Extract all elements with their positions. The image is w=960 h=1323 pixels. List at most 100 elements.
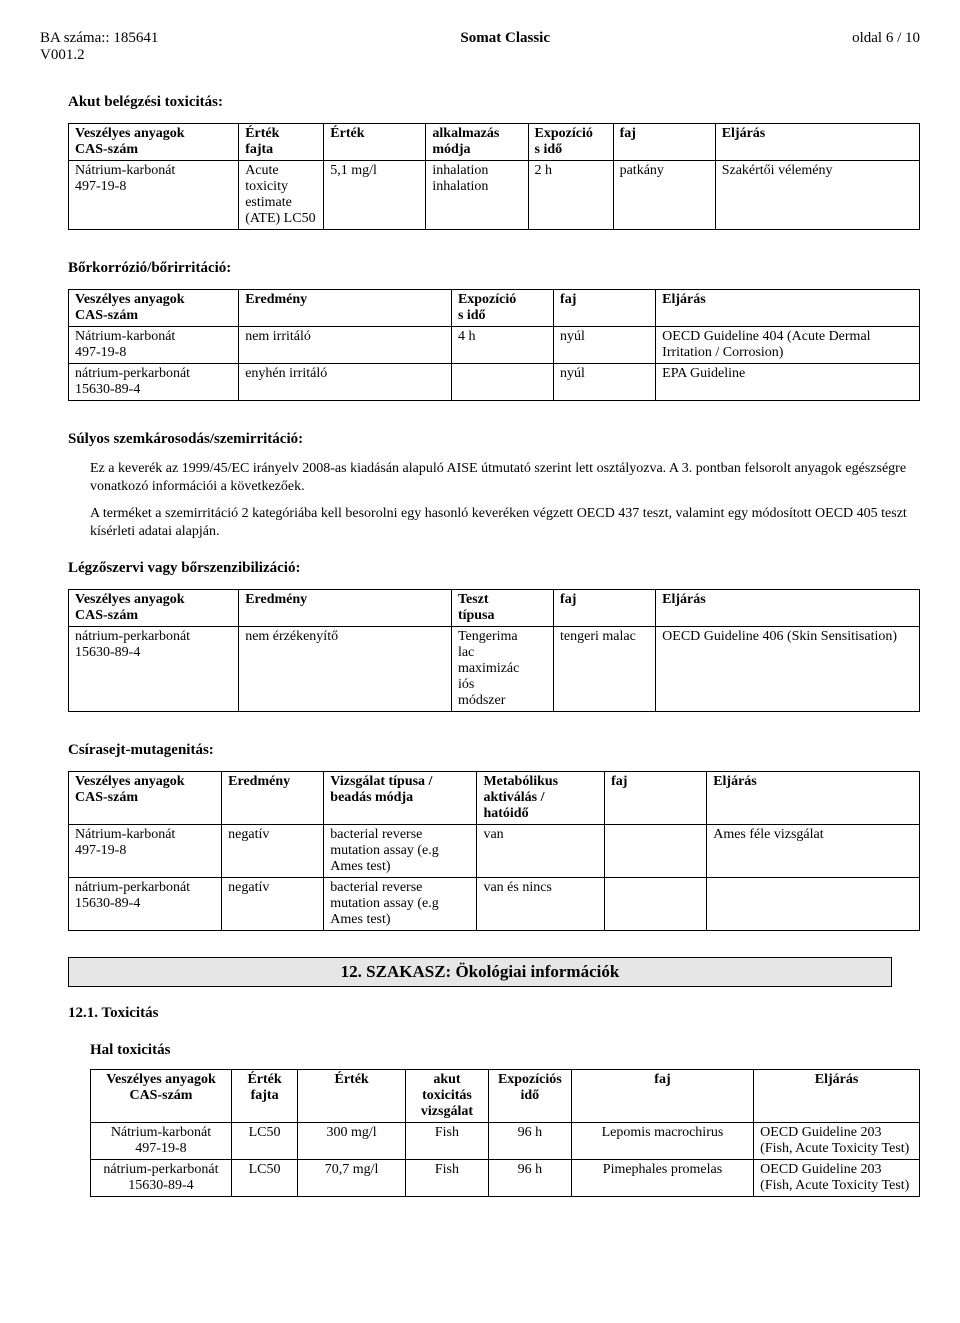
td: LC50 [231,1123,297,1160]
td: Acute toxicity estimate (ATE) LC50 [239,161,324,230]
th: Veszélyes anyagokCAS-szám [69,772,222,825]
td: Pimephales promelas [571,1160,753,1197]
td: OECD Guideline 203 (Fish, Acute Toxicity… [754,1160,920,1197]
th: faj [554,290,656,327]
th: Érték [298,1070,406,1123]
heading-acute-inhalation: Akut belégzési toxicitás: [68,94,920,111]
heading-skin-corrosion: Bőrkorrózió/bőrirritáció: [68,260,920,277]
th: Veszélyes anyagokCAS-szám [69,124,239,161]
th: Expozíciós idő [528,124,613,161]
table-row: nátrium-perkarbonát15630-89-4 LC50 70,7 … [91,1160,920,1197]
header-left: BA száma:: 185641 V001.2 [40,30,158,64]
table-row: nátrium-perkarbonát15630-89-4 negatív ba… [69,878,920,931]
paragraph-eye-2: A terméket a szemirritáció 2 kategóriába… [90,505,920,540]
td: enyhén irritáló [239,364,452,401]
td: 5,1 mg/l [324,161,426,230]
td: patkány [613,161,715,230]
td: 300 mg/l [298,1123,406,1160]
heading-mutagenicity: Csírasejt-mutagenitás: [68,742,920,759]
th: faj [613,124,715,161]
td: nátrium-perkarbonát15630-89-4 [69,364,239,401]
th: alkalmazásmódja [426,124,528,161]
th: faj [605,772,707,825]
heading-12-1: 12.1. Toxicitás [68,1005,920,1022]
th: Veszélyes anyagokCAS-szám [69,590,239,627]
th: Eljárás [656,590,920,627]
version-label: V001.2 [40,47,85,63]
table-row: Nátrium-karbonát497-19-8 Acute toxicity … [69,161,920,230]
td: 96 h [488,1160,571,1197]
th: Értékfajta [239,124,324,161]
th: faj [554,590,656,627]
td: Nátrium-karbonát497-19-8 [91,1123,232,1160]
th: Eljárás [754,1070,920,1123]
th: Eljárás [656,290,920,327]
td: nátrium-perkarbonát15630-89-4 [69,627,239,712]
td: negatív [222,825,324,878]
td: nem irritáló [239,327,452,364]
td: Nátrium-karbonát497-19-8 [69,825,222,878]
th: Érték [324,124,426,161]
td: Fish [406,1123,489,1160]
th: Veszélyes anyagokCAS-szám [69,290,239,327]
td: OECD Guideline 203 (Fish, Acute Toxicity… [754,1123,920,1160]
table-row: nátrium-perkarbonát15630-89-4 enyhén irr… [69,364,920,401]
td: OECD Guideline 404 (Acute Dermal Irritat… [656,327,920,364]
header-product: Somat Classic [460,30,550,64]
th: Expozíciós idő [451,290,553,327]
td: inhalation inhalation [426,161,528,230]
td: nyúl [554,327,656,364]
td: bacterial reverse mutation assay (e.g Am… [324,825,477,878]
td: EPA Guideline [656,364,920,401]
table-row: Nátrium-karbonát497-19-8 negatív bacteri… [69,825,920,878]
th: akuttoxicitásvizsgálat [406,1070,489,1123]
td: Nátrium-karbonát497-19-8 [69,161,239,230]
th: Eljárás [715,124,919,161]
ba-label: BA száma:: [40,30,110,46]
th: Eredmény [222,772,324,825]
heading-fish-toxicity: Hal toxicitás [90,1042,920,1059]
th: Értékfajta [231,1070,297,1123]
section-12-banner: 12. SZAKASZ: Ökológiai információk [68,957,892,987]
td: nátrium-perkarbonát15630-89-4 [91,1160,232,1197]
td: negatív [222,878,324,931]
td: tengeri malac [554,627,656,712]
td: Tengerimalacmaximizációsmódszer [451,627,553,712]
table-skin-corrosion: Veszélyes anyagokCAS-szám Eredmény Expoz… [68,289,920,401]
table-fish-toxicity: Veszélyes anyagokCAS-szám Értékfajta Ért… [90,1069,920,1197]
th: Teszttípusa [451,590,553,627]
td: 96 h [488,1123,571,1160]
td: 2 h [528,161,613,230]
table-row: nátrium-perkarbonát15630-89-4 nem érzéke… [69,627,920,712]
heading-eye-damage: Súlyos szemkárosodás/szemirritáció: [68,431,920,448]
td: Nátrium-karbonát497-19-8 [69,327,239,364]
td [605,878,707,931]
th: Vizsgálat típusa /beadás módja [324,772,477,825]
td [451,364,553,401]
table-mutagenicity: Veszélyes anyagokCAS-szám Eredmény Vizsg… [68,771,920,931]
th: Eredmény [239,290,452,327]
td: Fish [406,1160,489,1197]
table-row: Nátrium-karbonát497-19-8 nem irritáló 4 … [69,327,920,364]
td: van és nincs [477,878,605,931]
td: van [477,825,605,878]
td: nem érzékenyítő [239,627,452,712]
td: LC50 [231,1160,297,1197]
td: nátrium-perkarbonát15630-89-4 [69,878,222,931]
table-acute-inhalation: Veszélyes anyagokCAS-szám Értékfajta Ért… [68,123,920,230]
td [707,878,920,931]
th: Veszélyes anyagokCAS-szám [91,1070,232,1123]
table-row: Nátrium-karbonát497-19-8 LC50 300 mg/l F… [91,1123,920,1160]
header-page: oldal 6 / 10 [852,30,920,64]
th: faj [571,1070,753,1123]
th: Eljárás [707,772,920,825]
th: Expozíciósidő [488,1070,571,1123]
td: bacterial reverse mutation assay (e.g Am… [324,878,477,931]
td: 4 h [451,327,553,364]
td [605,825,707,878]
th: Metabólikusaktiválás /hatóidő [477,772,605,825]
ba-value: 185641 [113,30,158,46]
page-header: BA száma:: 185641 V001.2 Somat Classic o… [40,30,920,64]
td: nyúl [554,364,656,401]
td: 70,7 mg/l [298,1160,406,1197]
